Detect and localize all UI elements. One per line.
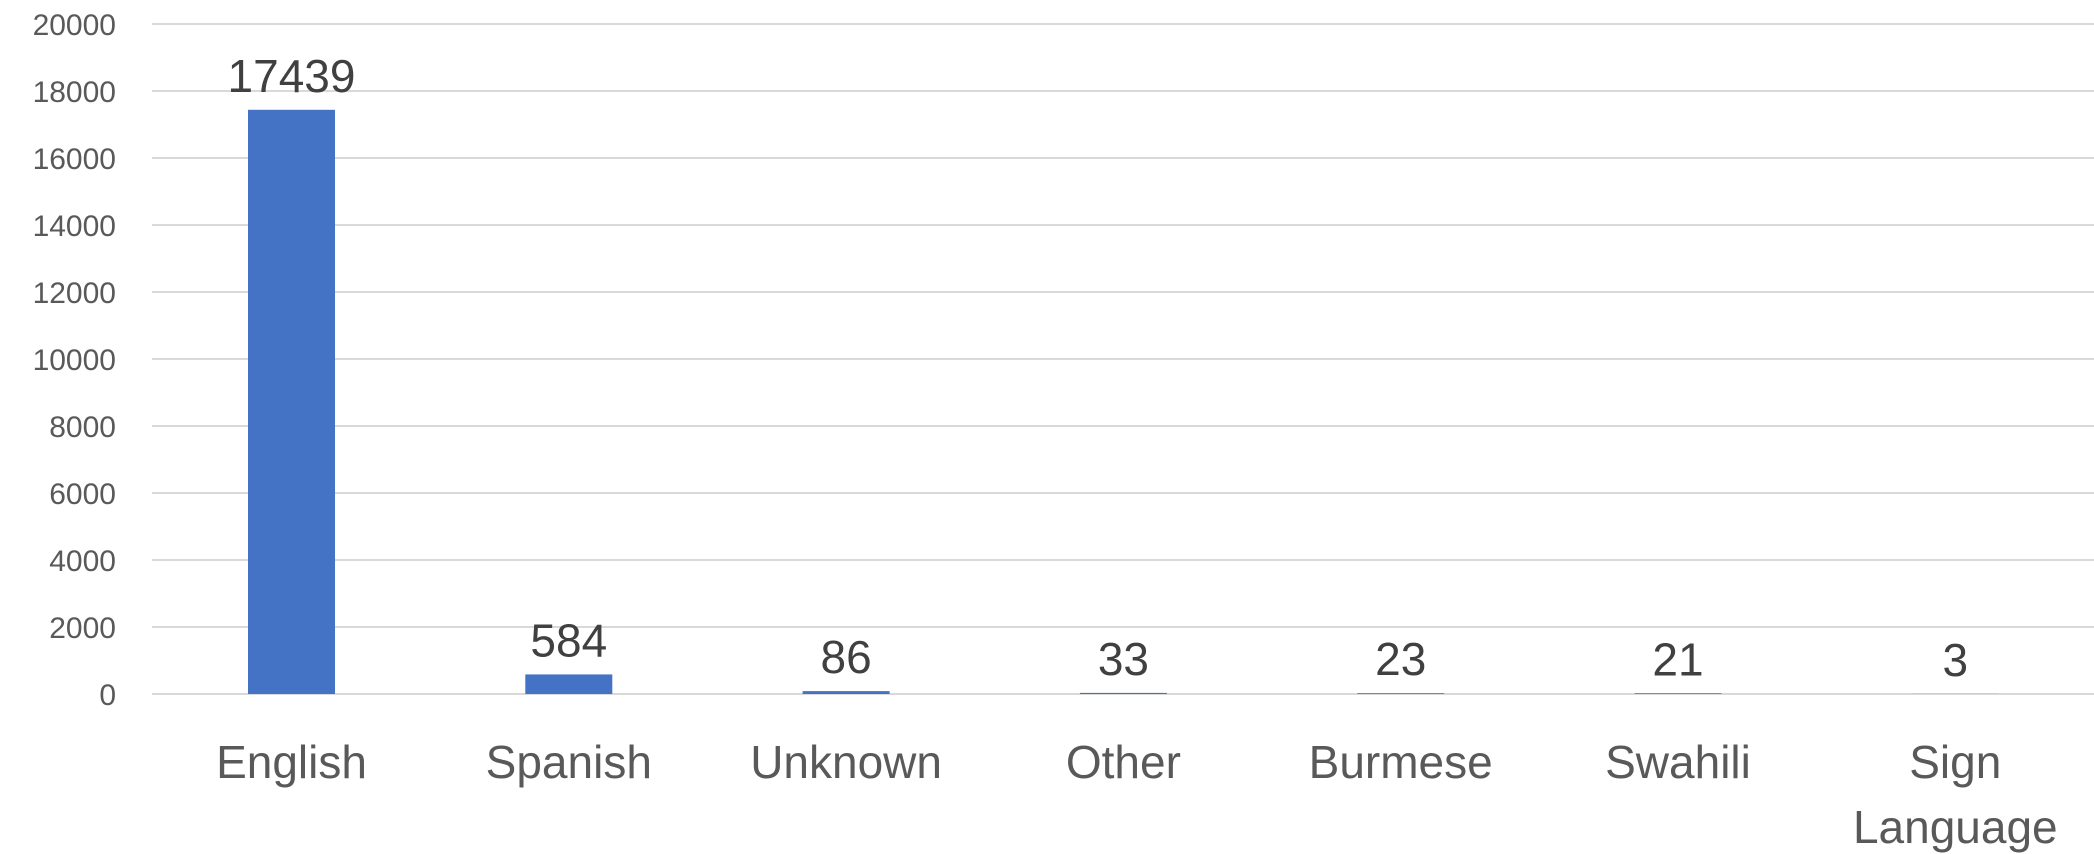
data-label: 584 xyxy=(530,614,607,666)
y-tick-label: 20000 xyxy=(33,9,116,42)
x-category-label: Other xyxy=(1066,736,1181,788)
bar xyxy=(248,109,335,694)
x-category-label: Sign Language xyxy=(1853,736,2058,853)
data-label: 86 xyxy=(821,631,872,683)
y-tick-label: 6000 xyxy=(49,478,116,511)
bar xyxy=(1357,693,1445,694)
bar xyxy=(525,674,613,694)
x-axis-category-labels: English Spanish Unknown Other Burmese Swahili… xyxy=(216,736,2058,853)
data-labels: 17439 584 86 33 23 21 3 xyxy=(228,50,1969,686)
data-label: 3 xyxy=(1943,634,1969,686)
data-label: 17439 xyxy=(228,50,356,102)
y-tick-label: 4000 xyxy=(49,545,116,578)
data-label: 33 xyxy=(1098,633,1149,685)
y-tick-label: 14000 xyxy=(33,210,116,243)
y-tick-label: 18000 xyxy=(33,76,116,109)
x-category-label: Spanish xyxy=(486,736,652,788)
x-category-label: English xyxy=(216,736,367,788)
y-axis-tick-labels: 0 2000 4000 6000 8000 10000 12000 14000 16000 180… xyxy=(33,9,116,712)
bar xyxy=(1634,693,1722,694)
y-tick-label: 16000 xyxy=(33,143,116,176)
y-tick-label: 0 xyxy=(99,679,116,712)
y-tick-label: 8000 xyxy=(49,411,116,444)
bar xyxy=(1079,692,1167,694)
data-label: 21 xyxy=(1652,633,1703,685)
bar xyxy=(802,691,890,694)
x-category-label: Unknown xyxy=(750,736,942,788)
x-category-label: Swahili xyxy=(1605,736,1751,788)
data-label: 23 xyxy=(1375,633,1426,685)
y-tick-label: 12000 xyxy=(33,277,116,310)
x-category-label: Burmese xyxy=(1309,736,1493,788)
gridlines xyxy=(152,23,2094,695)
y-tick-label: 10000 xyxy=(33,344,116,377)
bars xyxy=(248,109,1999,694)
y-tick-label: 2000 xyxy=(49,612,116,645)
